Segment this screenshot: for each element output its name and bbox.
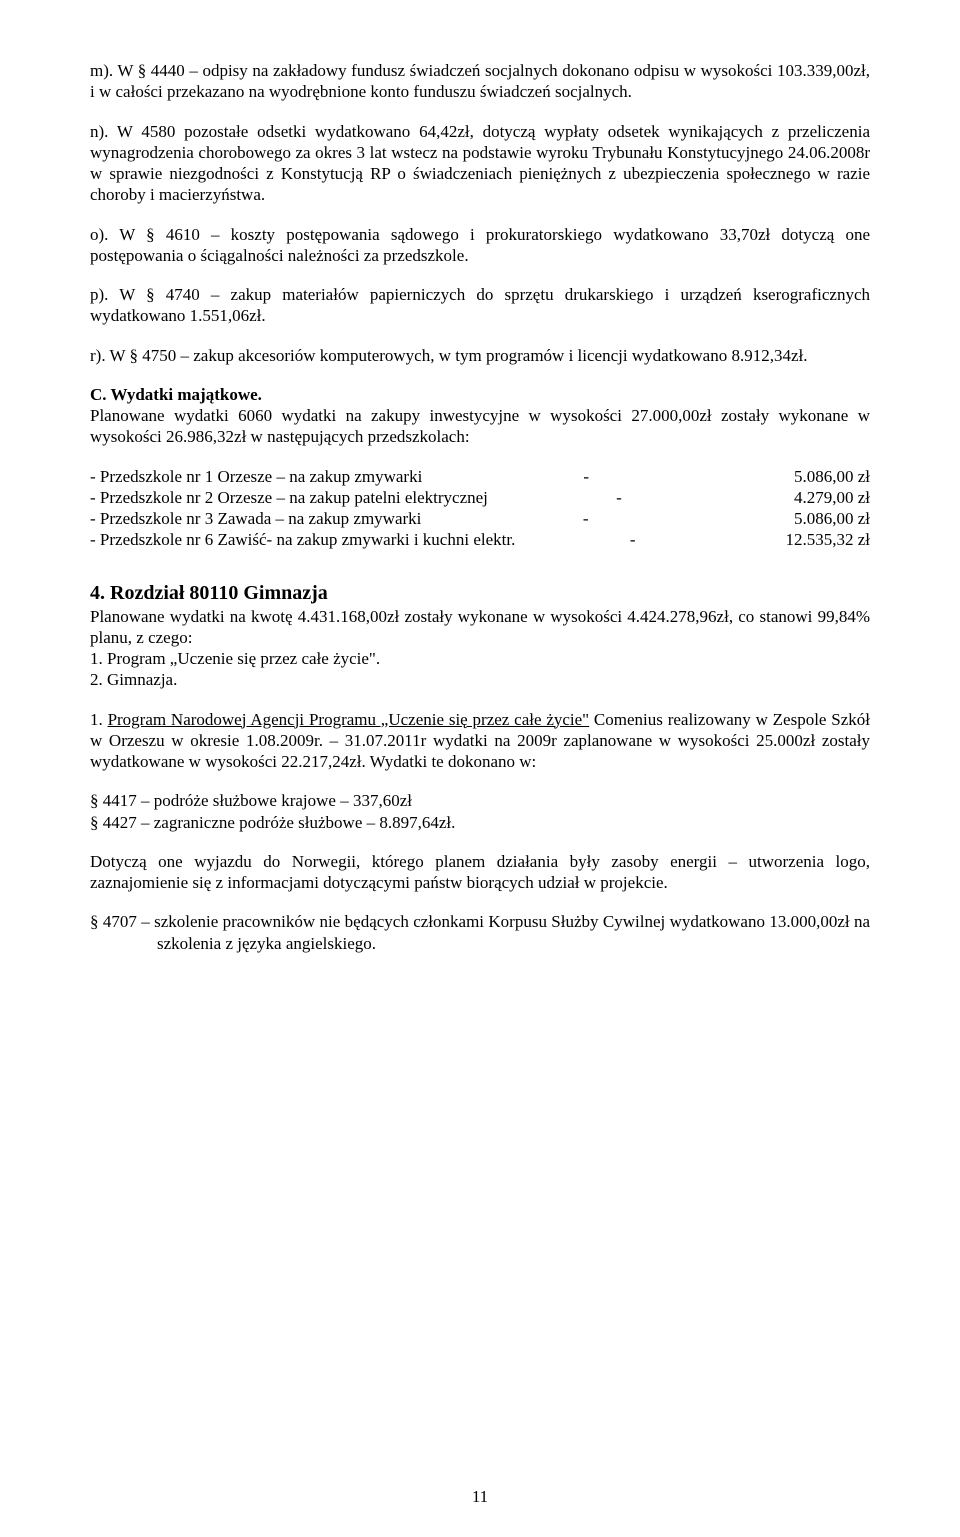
paragraph-norway: Dotyczą one wyjazdu do Norwegii, którego…	[90, 851, 870, 894]
paragraph-m: m). W § 4440 – odpisy na zakładowy fundu…	[90, 60, 870, 103]
heading-c: C. Wydatki majątkowe.	[90, 384, 870, 405]
list-item-separator: -	[608, 487, 630, 508]
program-underline: Program Narodowej Agencji Programu „Ucze…	[108, 710, 590, 729]
list-item: - Przedszkole nr 2 Orzesze – na zakup pa…	[90, 487, 870, 508]
heading-section-4: 4. Rozdział 80110 Gimnazja	[90, 581, 870, 606]
list-item-value: 12.535,32 zł	[750, 529, 870, 550]
list-item-value: 5.086,00 zł	[750, 466, 870, 487]
paragraph-program: 1. Program Narodowej Agencji Programu „U…	[90, 709, 870, 773]
paragraph-c-body: Planowane wydatki 6060 wydatki na zakupy…	[90, 405, 870, 448]
page-number: 11	[0, 1486, 960, 1507]
list-item-value: 4.279,00 zł	[750, 487, 870, 508]
heading-c-label: C. Wydatki majątkowe.	[90, 385, 262, 404]
paragraph-4-item2: 2. Gimnazja.	[90, 669, 870, 690]
list-item: - Przedszkole nr 6 Zawiść- na zakup zmyw…	[90, 529, 870, 550]
bullet-item: § 4417 – podróże służbowe krajowe – 337,…	[90, 790, 870, 811]
paragraph-4707: § 4707 – szkolenie pracowników nie będąc…	[90, 911, 870, 954]
list-item-label: - Przedszkole nr 6 Zawiść- na zakup zmyw…	[90, 529, 515, 550]
list-item-label: - Przedszkole nr 3 Zawada – na zakup zmy…	[90, 508, 421, 529]
paragraph-r: r). W § 4750 – zakup akcesoriów komputer…	[90, 345, 870, 366]
paragraph-o: o). W § 4610 – koszty postępowania sądow…	[90, 224, 870, 267]
preschool-list: - Przedszkole nr 1 Orzesze – na zakup zm…	[90, 466, 870, 551]
list-item-separator: -	[622, 529, 644, 550]
list-item-separator: -	[575, 466, 597, 487]
paragraph-4-item1: 1. Program „Uczenie się przez całe życie…	[90, 648, 870, 669]
paragraph-p: p). W § 4740 – zakup materiałów papierni…	[90, 284, 870, 327]
list-item-value: 5.086,00 zł	[750, 508, 870, 529]
list-item: - Przedszkole nr 3 Zawada – na zakup zmy…	[90, 508, 870, 529]
list-item-label: - Przedszkole nr 1 Orzesze – na zakup zm…	[90, 466, 422, 487]
list-item: - Przedszkole nr 1 Orzesze – na zakup zm…	[90, 466, 870, 487]
paragraph-4-intro: Planowane wydatki na kwotę 4.431.168,00z…	[90, 606, 870, 649]
paragraph-n: n). W 4580 pozostałe odsetki wydatkowano…	[90, 121, 870, 206]
bullet-item: § 4427 – zagraniczne podróże służbowe – …	[90, 812, 870, 833]
document-page: m). W § 4440 – odpisy na zakładowy fundu…	[0, 0, 960, 1537]
bullet-list: § 4417 – podróże służbowe krajowe – 337,…	[90, 790, 870, 833]
program-prefix: 1.	[90, 710, 108, 729]
list-item-separator: -	[575, 508, 597, 529]
list-item-label: - Przedszkole nr 2 Orzesze – na zakup pa…	[90, 487, 488, 508]
